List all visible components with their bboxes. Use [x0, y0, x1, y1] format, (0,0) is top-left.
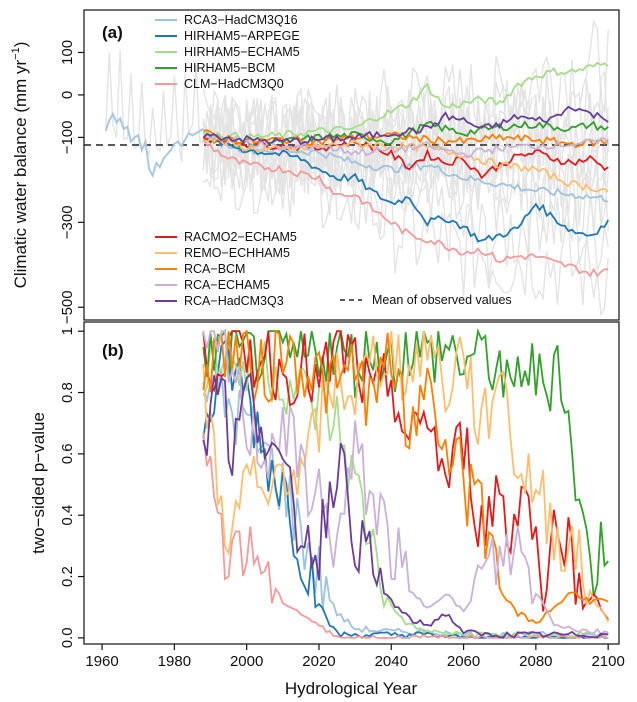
- legend-label: CLM−HadCM3Q0: [184, 77, 284, 91]
- y-tick-label-b: 0.8: [59, 382, 76, 403]
- panel-b-y-axis: 0.0 0.2 0.4 0.6 0.8 1: [59, 327, 84, 648]
- y-tick-label-a: −300: [59, 205, 76, 239]
- legend-label: HIRHAM5−BCM: [184, 61, 275, 75]
- series-line-a-0: [202, 134, 609, 203]
- series-line-b-8: [202, 330, 609, 636]
- x-tick-label: 2020: [302, 653, 335, 670]
- panel-a-y-axis-title: Climatic water balance (mm yr−1): [10, 42, 30, 289]
- y-tick-label-a: −500: [59, 290, 76, 324]
- y-tick-label-b: 1: [59, 327, 76, 335]
- series-line-a-6: [202, 136, 609, 193]
- x-tick-label: 2080: [519, 653, 552, 670]
- legend-label: RCA−HadCM3Q3: [184, 294, 284, 308]
- x-axis-title: Hydrological Year: [285, 679, 418, 698]
- panel-a-background-noise: [105, 19, 609, 317]
- legend-top: RCA3−HadCM3Q16 HIRHAM5−ARPEGE HIRHAM5−ECHA…: [155, 13, 300, 91]
- panel-b-frame: [83, 321, 620, 645]
- series-line-a-7: [203, 129, 609, 149]
- panel-a: −500 −300 −100 0 100 (a) RCA3−HadCM3Q16 HIRHA…: [10, 9, 620, 324]
- legend-label: RCA−BCM: [184, 262, 245, 276]
- x-tick-label: 2060: [447, 653, 480, 670]
- noise-line: [202, 71, 609, 189]
- series-line-b-7: [202, 329, 609, 624]
- series-line-a-4: [202, 139, 609, 278]
- legend-label: REMO−ECHHAM5: [184, 246, 290, 260]
- series-line-a-5: [203, 136, 609, 180]
- noise-line: [105, 50, 204, 163]
- series-line-observed: [104, 111, 204, 179]
- x-tick-label: 1960: [85, 653, 118, 670]
- series-line-a-9: [202, 105, 609, 146]
- legend-observed: Mean of observed values: [340, 293, 512, 307]
- series-line-b-4: [202, 432, 609, 640]
- y-tick-label-a: −100: [59, 120, 76, 154]
- series-line-b-9: [202, 371, 609, 639]
- panel-a-series: [104, 61, 609, 278]
- series-line-a-2: [202, 61, 609, 142]
- panel-b-series: [202, 327, 609, 640]
- panel-b: 0.0 0.2 0.4 0.6 0.8 1 1960 1980 2000 2020 2040 206…: [29, 321, 625, 698]
- legend-label: RCA3−HadCM3Q16: [184, 13, 298, 27]
- panel-a-label: (a): [102, 23, 123, 42]
- y-tick-label-b: 0.0: [59, 627, 76, 648]
- y-tick-label-a: 0: [59, 91, 76, 99]
- legend-label: HIRHAM5−ECHAM5: [184, 45, 300, 59]
- y-tick-label-b: 0.6: [59, 443, 76, 464]
- x-tick-label: 2040: [375, 653, 408, 670]
- panel-b-label: (b): [102, 341, 124, 360]
- series-line-b-3: [202, 327, 609, 597]
- y-tick-label-b: 0.4: [59, 505, 76, 526]
- panel-b-y-axis-title: two−sided p−value: [29, 412, 48, 554]
- panel-a-y-axis: −500 −300 −100 0 100: [59, 40, 84, 324]
- legend-bottom: RACMO2−ECHAM5 REMO−ECHHAM5 RCA−BCM RCA−ECHA…: [155, 230, 297, 308]
- noise-line: [202, 97, 609, 210]
- y-tick-label-b: 0.2: [59, 566, 76, 587]
- panel-b-x-axis: 1960 1980 2000 2020 2040 2060 2080 2100: [85, 644, 625, 670]
- legend-label: HIRHAM5−ARPEGE: [184, 29, 300, 43]
- x-tick-label: 1980: [158, 653, 191, 670]
- x-tick-label: 2000: [230, 653, 263, 670]
- legend-observed-label: Mean of observed values: [372, 293, 512, 307]
- series-line-b-6: [202, 331, 609, 623]
- series-line-a-1: [203, 135, 609, 243]
- panel-a-frame: [83, 9, 620, 321]
- legend-label: RCA−ECHAM5: [184, 278, 270, 292]
- y-tick-label-a: 100: [59, 40, 76, 65]
- legend-label: RACMO2−ECHAM5: [184, 230, 297, 244]
- x-tick-label: 2100: [591, 653, 624, 670]
